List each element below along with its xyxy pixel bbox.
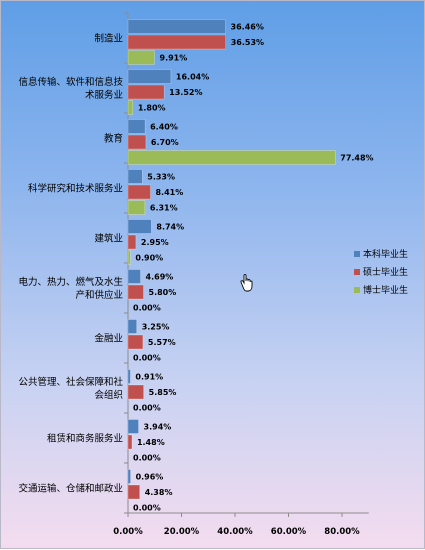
legend-swatch (354, 269, 360, 275)
bar-value-label: 77.48% (340, 154, 373, 163)
bar (127, 234, 137, 250)
bar (127, 384, 144, 400)
category-label: 租赁和商务服务业 (47, 433, 123, 445)
bar (127, 469, 131, 484)
bar (127, 219, 152, 234)
bar-value-label: 13.52% (169, 88, 202, 97)
bar-value-label: 16.04% (176, 73, 209, 82)
x-tick-label: 20.00% (164, 527, 200, 537)
bar-value-label: 0.00% (133, 304, 161, 313)
bar-value-label: 8.41% (155, 188, 183, 197)
bar (127, 84, 165, 100)
bar (127, 334, 144, 350)
bar (127, 250, 131, 265)
bar-value-label: 6.31% (150, 204, 178, 213)
hand-pointer-shape (240, 274, 253, 292)
legend-label: 本科毕业生 (363, 248, 408, 260)
legend-label: 博士毕业生 (363, 284, 408, 296)
category-label: 教育 (104, 133, 123, 145)
x-tick-label: 60.00% (271, 527, 307, 537)
bar-value-label: 6.70% (151, 138, 179, 147)
bar-value-label: 8.74% (156, 223, 184, 232)
bar (127, 284, 144, 300)
bar-value-label: 4.38% (145, 488, 173, 497)
bar-value-label: 0.96% (136, 473, 164, 482)
bar-value-label: 3.94% (144, 423, 172, 432)
bar-value-label: 9.91% (160, 54, 188, 63)
bar-value-label: 0.91% (135, 373, 163, 382)
bar (127, 484, 140, 500)
x-tick-label: 80.00% (324, 527, 360, 537)
bar (127, 369, 131, 384)
bar-value-label: 36.46% (231, 23, 264, 32)
bar (127, 69, 172, 84)
bar (127, 184, 151, 200)
bar-value-label: 0.90% (135, 254, 163, 263)
bar (127, 200, 146, 215)
bar-value-label: 1.48% (137, 438, 165, 447)
category-label: 电力、热力、燃气及水生 (18, 276, 123, 288)
hand-pointer-icon (240, 274, 253, 292)
bar (127, 100, 134, 115)
bar (127, 34, 226, 50)
legend-swatch (354, 287, 360, 293)
bar-value-label: 6.40% (150, 123, 178, 132)
bar (127, 169, 143, 184)
legend-label: 硕士毕业生 (363, 266, 408, 278)
legend-swatch (354, 251, 360, 257)
bar-value-label: 5.80% (149, 288, 177, 297)
bar-value-label: 1.80% (138, 104, 166, 113)
bar-value-label: 0.00% (133, 454, 161, 463)
category-label: 制造业 (94, 33, 123, 45)
bar-value-label: 5.33% (147, 173, 175, 182)
bar (127, 150, 336, 165)
bar (127, 319, 137, 334)
bar (127, 19, 226, 34)
bar (127, 119, 146, 134)
bar-value-label: 36.53% (231, 38, 264, 47)
x-tick-label: 0.00% (113, 527, 143, 537)
category-label: 术服务业 (85, 89, 123, 101)
bar (127, 134, 147, 150)
category-label: 金融业 (94, 333, 123, 345)
category-label: 产和供应业 (75, 289, 123, 301)
bar-value-label: 0.00% (133, 354, 161, 363)
bar-value-label: 5.57% (148, 338, 176, 347)
bar-value-label: 3.25% (142, 323, 170, 332)
bar-value-label: 4.69% (146, 273, 174, 282)
bar-value-label: 0.00% (133, 404, 161, 413)
bar (127, 434, 133, 450)
x-tick-label: 40.00% (217, 527, 253, 537)
bar-value-label: 5.85% (149, 388, 177, 397)
category-label: 公共管理、社会保障和社 (18, 376, 123, 388)
bar (127, 419, 139, 434)
bar (127, 50, 155, 65)
category-label: 会组织 (94, 389, 123, 401)
category-label: 科学研究和技术服务业 (28, 183, 123, 195)
category-label: 交通运输、仓储和邮政业 (18, 483, 123, 495)
category-label: 信息传输、软件和信息技 (18, 76, 123, 88)
bar (127, 269, 141, 284)
category-label: 建筑业 (94, 233, 123, 245)
bar-value-label: 0.00% (133, 504, 161, 513)
bar-value-label: 2.95% (141, 238, 169, 247)
